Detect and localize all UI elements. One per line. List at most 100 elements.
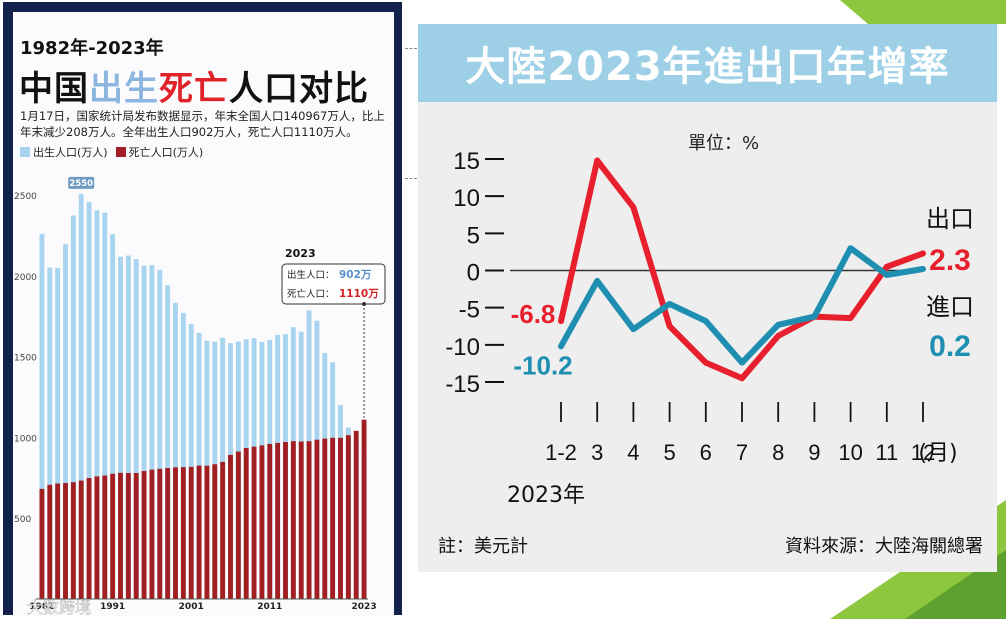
green-accent-top [840,0,1006,24]
death-bar [165,467,171,599]
x-tick-label: 7 [736,440,748,465]
right-chart-panel: 大陸2023年進出口年增率 單位：% 15 10 5 0 -5 -10 -15 1-2 3 4 5 6 7… [418,24,997,572]
birth-bar [94,210,100,599]
x-tick-label: 6 [700,440,712,465]
infographic-title: 中国出生死亡人口对比 [19,61,369,110]
legend-swatch-birth [20,147,30,157]
birth-bar [149,265,155,599]
death-bar [149,469,155,599]
birth-bar [141,265,147,599]
x-tick-label: 10 [838,440,862,465]
death-bar [338,437,343,599]
callout-death-value: 1110万 [339,288,379,300]
import-start-label: -10.2 [513,350,572,380]
title-part: 中国 [19,69,89,109]
death-bar [86,478,92,599]
birth-bar [63,244,68,599]
death-bar [118,472,123,599]
x-tick-label: 8 [772,440,784,465]
import-series-name: 進口 [926,293,974,321]
connector-dash [405,48,417,49]
legend-swatch-death [115,147,126,157]
death-bar [306,441,312,599]
death-bar [157,468,163,599]
year-range: 1982年-2023年 [20,38,164,59]
x-tick-label: 9 [808,440,820,465]
death-bar [94,476,100,599]
death-bar [322,438,328,599]
death-bar [39,488,45,599]
y-tick-label: 5 [467,222,480,249]
birth-bar [86,202,92,599]
death-bar [47,484,53,599]
death-bar [361,419,367,599]
birth-bar [188,324,194,599]
y-tick-label: 500 [14,515,31,525]
callout-death-label: 死亡人口： [287,288,335,300]
birth-bar [78,193,84,599]
death-bar [353,430,359,599]
peak-label-box [68,176,95,189]
y-tick-label: 10 [453,185,480,212]
death-bar [188,466,194,599]
legend: 出生人口(万人) 死亡人口(万人) [20,144,203,160]
peak-label: 2550 [69,179,93,189]
death-bar [228,454,233,599]
death-bar [70,482,76,599]
death-bar [345,435,351,599]
death-bar [267,443,273,599]
death-bar [243,447,249,599]
x-tick-label: 2001 [179,602,204,612]
import-series-line [558,245,926,366]
death-bar [314,439,320,599]
death-bar [259,445,265,599]
death-bar [180,467,186,599]
death-bar [63,483,68,599]
death-bar [220,461,226,599]
x-year-label: 2023年 [507,483,585,508]
x-tick-label: 11 [875,440,898,465]
x-tick-label: 12 [911,440,935,465]
birth-bar [157,269,163,599]
y-tick-label: -5 [459,297,480,324]
death-bar [298,441,304,599]
callout-dot [362,302,367,306]
death-bar [102,475,108,599]
x-tick-label: 1991 [100,602,125,612]
title-death: 死亡 [159,69,229,109]
chart-note: 註：美元計 [438,536,528,557]
y-tick-label: 0 [467,260,480,287]
death-bar [212,464,218,599]
birth-bar [125,255,131,600]
death-bar [173,467,178,599]
export-series-line [558,157,926,382]
death-bar [141,471,147,599]
death-bar [204,465,210,599]
death-bar [196,465,202,599]
callout-birth-value: 902万 [339,269,372,281]
x-tick-label: 3 [591,440,603,465]
y-tick-label: -10 [445,334,480,361]
death-bar [235,451,241,599]
death-bar [283,441,288,599]
birth-bar [39,233,45,599]
birth-bar [165,285,171,599]
callout-birth-label: 出生人口： [287,269,335,281]
x-tick-label: 4 [627,440,639,465]
callout-box [281,263,386,305]
death-bar [110,473,116,599]
birth-bar [55,267,61,599]
y-tick-label: 1000 [14,434,37,444]
export-start-label: -6.8 [511,299,556,329]
y-tick-label: 1500 [14,354,37,364]
population-bar-chart: 500 1000 1500 2000 2500 1982 1991 2001 2011 2023 2… [14,176,386,616]
x-tick-label: 5 [663,440,675,465]
death-bar [251,446,257,599]
watermark-text: 大数跨境 [27,598,91,616]
x-tick-label: 2011 [257,602,282,612]
y-tick-label: 2500 [14,192,37,202]
death-bar [78,480,84,599]
death-bar [275,442,281,599]
unit-label: 單位：% [688,133,759,154]
